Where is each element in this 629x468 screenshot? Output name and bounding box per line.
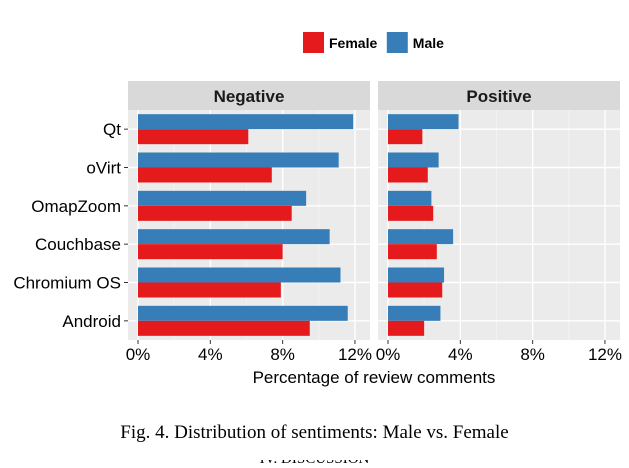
y-tick-label: OmapZoom [31,197,121,216]
bar-male-positive-5 [388,305,441,321]
bar-female-positive-3 [388,244,437,260]
bar-female-negative-3 [138,244,283,260]
bar-male-negative-4 [138,267,341,283]
bar-male-negative-0 [138,114,354,130]
y-tick-label: Couchbase [35,235,121,254]
bar-female-negative-2 [138,205,292,221]
x-tick-label: 8% [270,345,295,364]
panel-background-positive [378,110,620,340]
bar-male-negative-3 [138,229,330,245]
bar-female-positive-4 [388,282,443,298]
bar-male-positive-4 [388,267,445,283]
figure-caption: Fig. 4. Distribution of sentiments: Male… [120,422,509,443]
facet-strip-negative [128,81,370,110]
facet-title-positive: Positive [466,87,531,106]
x-tick-label: 4% [448,345,473,364]
faceted-bar-chart: Female Male Negative 0% 4% 8% 12% Positive 0% 4% 8… [13,32,622,387]
bar-male-negative-5 [138,305,348,321]
bar-male-negative-1 [138,152,339,168]
bar-female-positive-5 [388,320,425,336]
bar-male-positive-0 [388,114,459,130]
bar-female-negative-4 [138,282,281,298]
x-tick-label: 12% [338,345,372,364]
bar-male-positive-1 [388,152,439,168]
legend-swatch-female [303,32,324,53]
legend-label-female: Female [329,35,377,51]
y-tick-label: Chromium OS [13,274,121,293]
bar-female-positive-1 [388,167,428,183]
bar-female-positive-2 [388,205,434,221]
facet-strip-positive [378,81,620,110]
section-heading-fragment: IV. DISCUSSION [0,460,629,468]
bar-female-negative-1 [138,167,272,183]
y-tick-label: Android [62,312,121,331]
bar-female-negative-0 [138,129,249,145]
panel-background-negative [128,110,370,340]
bar-male-positive-2 [388,190,432,206]
y-tick-label: oVirt [86,159,121,178]
facet-title-negative: Negative [214,87,285,106]
y-tick-label: Qt [103,120,121,139]
x-tick-label: 0% [376,345,401,364]
bar-female-positive-0 [388,129,423,145]
cut-off-section-heading: IV. DISCUSSION [0,460,629,468]
x-tick-label: 12% [588,345,622,364]
bar-female-negative-5 [138,320,310,336]
legend-label-male: Male [413,35,444,51]
x-axis-title: Percentage of review comments [253,368,496,387]
bar-male-negative-2 [138,190,307,206]
x-tick-label: 4% [198,345,223,364]
x-tick-label: 8% [520,345,545,364]
bar-male-positive-3 [388,229,454,245]
x-tick-label: 0% [126,345,151,364]
legend-swatch-male [386,32,408,53]
